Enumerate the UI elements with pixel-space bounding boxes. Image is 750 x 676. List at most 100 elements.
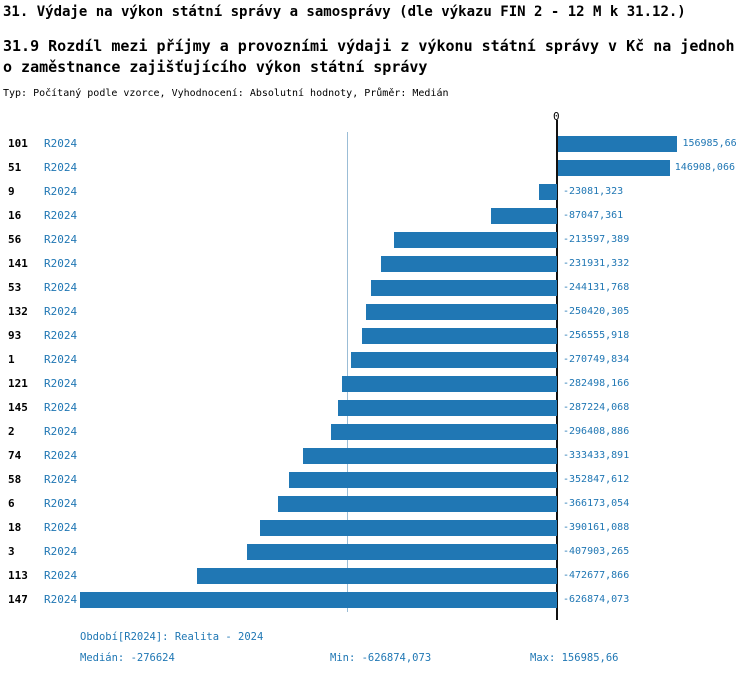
chart-row: 132 R2024 -250420,305 [0,300,750,324]
bar [539,184,557,200]
bar [361,328,557,344]
row-period-link[interactable]: R2024 [44,137,78,150]
bar-value-label: -244131,768 [563,282,630,293]
chart-row: 113 R2024 -472677,866 [0,564,750,588]
row-id-label: 113 [8,569,28,582]
chart-row: 18 R2024 -390161,088 [0,516,750,540]
row-period-link[interactable]: R2024 [44,425,78,438]
row-id-label: 6 [8,497,15,510]
bar [338,400,557,416]
chart-row: 121 R2024 -282498,166 [0,372,750,396]
bar-value-label: -333433,891 [563,450,630,461]
chart-row: 145 R2024 -287224,068 [0,396,750,420]
row-period-link[interactable]: R2024 [44,377,78,390]
bar [342,376,557,392]
bar-value-label: -213597,389 [563,234,630,245]
chart-row: 9 R2024 -23081,323 [0,180,750,204]
row-id-label: 9 [8,185,15,198]
chart-row: 1 R2024 -270749,834 [0,348,750,372]
bar-value-label: -87047,361 [563,210,624,221]
bar [558,160,670,176]
chart-row: 141 R2024 -231931,332 [0,252,750,276]
bar [288,472,557,488]
row-period-link[interactable]: R2024 [44,257,78,270]
bar-value-label: -256555,918 [563,330,630,341]
bar [490,208,557,224]
bar-value-label: -231931,332 [563,258,630,269]
indicator-title: 31.9 Rozdíl mezi příjmy a provozními výd… [3,37,735,76]
footer-max: Max: 156985,66 [530,652,619,664]
row-period-link[interactable]: R2024 [44,473,78,486]
footer-median: Medián: -276624 [80,652,175,664]
chart-rows: 101 R2024 156985,66 51 R2024 146908,066 9 R2024… [0,132,750,612]
chart-row: 2 R2024 -296408,886 [0,420,750,444]
row-period-link[interactable]: R2024 [44,161,78,174]
bar [260,520,557,536]
bar-value-label: -472677,866 [563,570,630,581]
row-period-link[interactable]: R2024 [44,449,78,462]
bar-value-label: -23081,323 [563,186,624,197]
row-period-link[interactable]: R2024 [44,521,78,534]
zero-axis-label: 0 [553,110,560,123]
bar-value-label: -352847,612 [563,474,630,485]
chart-row: 147 R2024 -626874,073 [0,588,750,612]
zero-axis-line [556,120,558,620]
row-id-label: 2 [8,425,15,438]
bar-value-label: -296408,886 [563,426,630,437]
bar-value-label: -282498,166 [563,378,630,389]
bar [278,496,557,512]
chart-row: 58 R2024 -352847,612 [0,468,750,492]
bar [366,304,557,320]
bar [380,256,557,272]
row-period-link[interactable]: R2024 [44,401,78,414]
bar-value-label: -287224,068 [563,402,630,413]
report-title: 31. Výdaje na výkon státní správy a samo… [3,4,686,20]
row-period-link[interactable]: R2024 [44,569,78,582]
row-id-label: 121 [8,377,28,390]
bar-value-label: 156985,66 [682,138,737,149]
row-id-label: 56 [8,233,22,246]
chart-row: 6 R2024 -366173,054 [0,492,750,516]
bar [331,424,557,440]
bar [371,280,557,296]
bar [246,544,557,560]
bar-value-label: -250420,305 [563,306,630,317]
row-id-label: 18 [8,521,22,534]
row-period-link[interactable]: R2024 [44,233,78,246]
row-period-link[interactable]: R2024 [44,329,78,342]
bar [350,352,557,368]
row-period-link[interactable]: R2024 [44,545,78,558]
median-line [347,132,348,612]
row-id-label: 53 [8,281,22,294]
row-period-link[interactable]: R2024 [44,281,78,294]
chart-row: 3 R2024 -407903,265 [0,540,750,564]
bar-value-label: 146908,066 [674,162,735,173]
chart-row: 51 R2024 146908,066 [0,156,750,180]
row-id-label: 51 [8,161,22,174]
row-period-link[interactable]: R2024 [44,209,78,222]
bar-value-label: -626874,073 [563,594,630,605]
bar-value-label: -366173,054 [563,498,630,509]
row-id-label: 132 [8,305,28,318]
row-period-link[interactable]: R2024 [44,593,78,606]
chart-row: 93 R2024 -256555,918 [0,324,750,348]
row-period-link[interactable]: R2024 [44,497,78,510]
chart-row: 74 R2024 -333433,891 [0,444,750,468]
row-period-link[interactable]: R2024 [44,353,78,366]
chart-row: 16 R2024 -87047,361 [0,204,750,228]
bar-value-label: -390161,088 [563,522,630,533]
bar [80,592,557,608]
bar [394,232,557,248]
footer-period: Období[R2024]: Realita - 2024 [80,631,264,643]
row-id-label: 101 [8,137,28,150]
row-period-link[interactable]: R2024 [44,185,78,198]
indicator-subtitle: Typ: Počítaný podle vzorce, Vyhodnocení:… [3,88,449,99]
bar-value-label: -407903,265 [563,546,630,557]
row-id-label: 145 [8,401,28,414]
bar-value-label: -270749,834 [563,354,630,365]
row-id-label: 58 [8,473,22,486]
row-period-link[interactable]: R2024 [44,305,78,318]
chart-row: 101 R2024 156985,66 [0,132,750,156]
row-id-label: 93 [8,329,22,342]
